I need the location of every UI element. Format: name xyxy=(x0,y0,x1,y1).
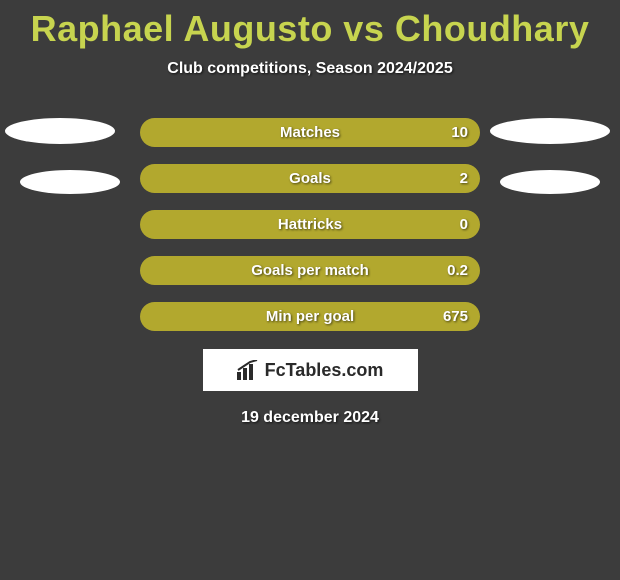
stat-bar: Min per goal 675 xyxy=(140,302,480,331)
stat-label: Hattricks xyxy=(278,216,342,233)
stat-label: Goals per match xyxy=(251,262,369,279)
stat-label: Goals xyxy=(289,170,331,187)
comparison-chart: Matches 10 Goals 2 Hattricks 0 Goals per match… xyxy=(0,118,620,331)
stat-value: 0.2 xyxy=(447,262,468,279)
stat-bar: Goals per match 0.2 xyxy=(140,256,480,285)
stat-row: Goals per match 0.2 xyxy=(0,256,620,285)
stat-label: Matches xyxy=(280,124,340,141)
stat-row: Min per goal 675 xyxy=(0,302,620,331)
page-title: Raphael Augusto vs Choudhary xyxy=(0,0,620,50)
stat-row: Hattricks 0 xyxy=(0,210,620,239)
chart-icon xyxy=(237,360,259,380)
stat-label: Min per goal xyxy=(266,308,354,325)
source-watermark: FcTables.com xyxy=(203,349,418,391)
stat-bar: Matches 10 xyxy=(140,118,480,147)
stat-row: Matches 10 xyxy=(0,118,620,147)
date-text: 19 december 2024 xyxy=(0,409,620,427)
stat-value: 2 xyxy=(460,170,468,187)
stat-bar: Hattricks 0 xyxy=(140,210,480,239)
stat-row: Goals 2 xyxy=(0,164,620,193)
stat-value: 10 xyxy=(451,124,468,141)
stat-value: 0 xyxy=(460,216,468,233)
stat-bar: Goals 2 xyxy=(140,164,480,193)
stat-value: 675 xyxy=(443,308,468,325)
watermark-text: FcTables.com xyxy=(265,360,384,381)
subtitle: Club competitions, Season 2024/2025 xyxy=(0,60,620,78)
